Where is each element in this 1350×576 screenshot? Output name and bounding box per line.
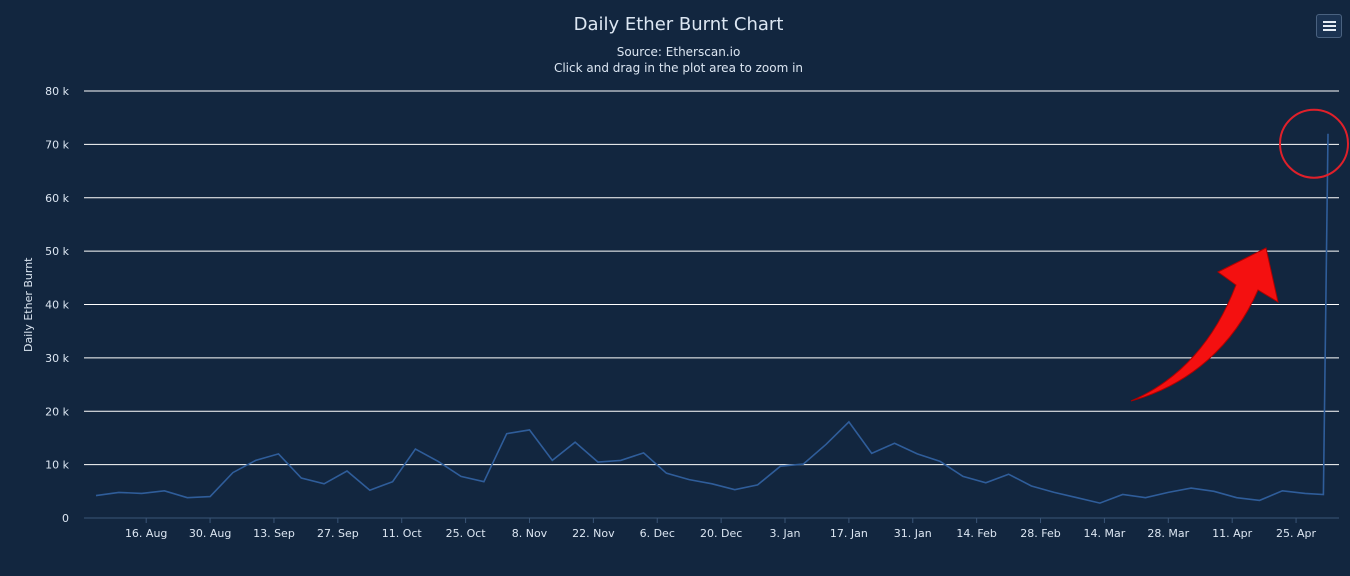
- x-tick-label: 25. Apr: [1276, 527, 1316, 540]
- x-tick-label: 11. Oct: [382, 527, 423, 540]
- y-tick-label: 30 k: [45, 352, 69, 365]
- x-tick-label: 6. Dec: [640, 527, 675, 540]
- x-tick-label: 28. Mar: [1147, 527, 1189, 540]
- x-tick-label: 13. Sep: [253, 527, 295, 540]
- x-tick-label: 25. Oct: [446, 527, 487, 540]
- x-tick-label: 3. Jan: [770, 527, 801, 540]
- y-tick-labels: 0 10 k 20 k 30 k 40 k 50 k 60 k 70 k 80 k: [45, 85, 69, 525]
- y-tick-label: 80 k: [45, 85, 69, 98]
- x-tick-label: 17. Jan: [830, 527, 868, 540]
- x-tick-label: 11. Apr: [1212, 527, 1252, 540]
- x-tick-label: 14. Feb: [956, 527, 996, 540]
- chart-title: Daily Ether Burnt Chart: [573, 14, 784, 35]
- y-tick-label: 20 k: [45, 405, 69, 418]
- x-tick-label: 30. Aug: [189, 527, 231, 540]
- y-tick-label: 40 k: [45, 299, 69, 312]
- x-tick-label: 31. Jan: [894, 527, 932, 540]
- x-tick-label: 20. Dec: [700, 527, 742, 540]
- gridlines: [84, 90, 1339, 519]
- x-tick-label: 14. Mar: [1084, 527, 1126, 540]
- chart-subtitle-source: Source: Etherscan.io: [616, 45, 741, 59]
- y-tick-label: 50 k: [45, 245, 69, 258]
- x-tick-label: 8. Nov: [512, 527, 548, 540]
- y-tick-label: 0: [62, 512, 69, 525]
- chart-subtitle-hint: Click and drag in the plot area to zoom …: [553, 61, 804, 75]
- x-tick-label: 22. Nov: [572, 527, 615, 540]
- x-tick-labels: 16. Aug 30. Aug 13. Sep 27. Sep 11. Oct 25. O…: [125, 518, 1317, 540]
- hamburger-menu-icon[interactable]: [1316, 14, 1342, 38]
- x-tick-label: 27. Sep: [317, 527, 359, 540]
- x-tick-label: 16. Aug: [125, 527, 167, 540]
- y-tick-label: 10 k: [45, 459, 69, 472]
- series-line: [95, 133, 1329, 504]
- y-tick-label: 70 k: [45, 138, 69, 151]
- x-tick-label: 28. Feb: [1020, 527, 1060, 540]
- annotation-arrow: [1130, 247, 1279, 402]
- annotation-circle: [1279, 108, 1349, 179]
- y-tick-label: 60 k: [45, 192, 69, 205]
